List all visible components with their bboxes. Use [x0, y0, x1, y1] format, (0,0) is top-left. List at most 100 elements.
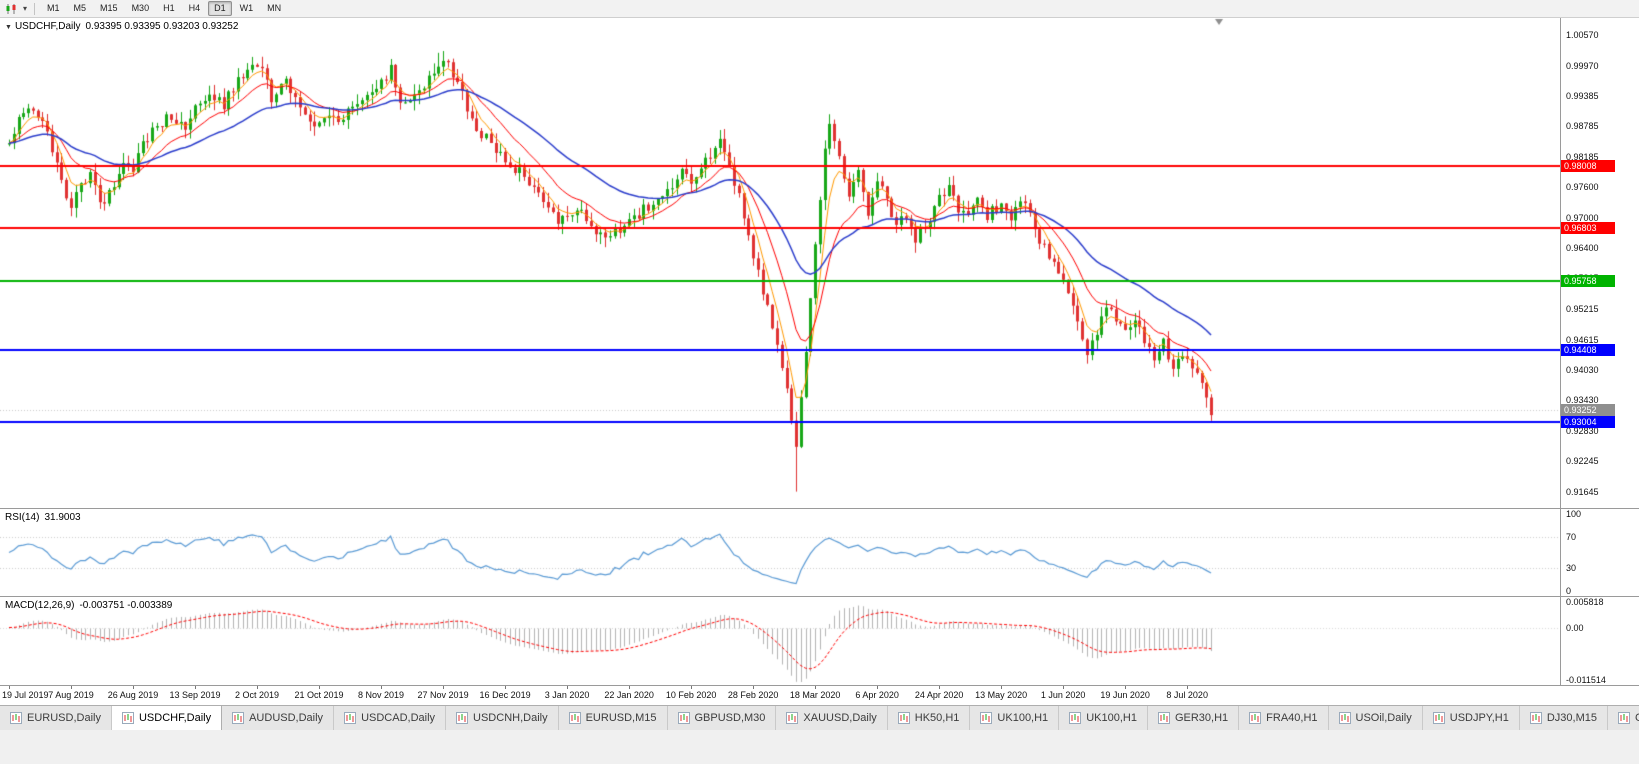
price-tick-label: 0.94615 — [1566, 334, 1599, 345]
chart-tab-hk50-h1[interactable]: HK50,H1 — [887, 706, 971, 730]
chart-tab-audusd-daily[interactable]: AUDUSD,Daily — [222, 706, 335, 730]
chart-tab-fra40-h1[interactable]: FRA40,H1 — [1239, 706, 1329, 730]
date-tick-mark — [753, 686, 754, 689]
mini-chart-icon — [1338, 712, 1351, 724]
date-tick-mark — [443, 686, 444, 689]
chart-type-icon[interactable] — [5, 3, 19, 15]
rsi-axis[interactable]: 100 70 30 0 — [1560, 509, 1639, 596]
symbol-period-text: USDCHF,Daily — [14, 21, 81, 32]
price-tick-label: 1.00570 — [1566, 29, 1599, 40]
hline-price-label: 0.93004 — [1561, 416, 1615, 429]
timeframe-button-h1[interactable]: H1 — [163, 3, 175, 13]
macd-indicator-label: MACD(12,26,9) -0.003751 -0.003389 — [5, 600, 172, 611]
chart-tab-label: DJ30,M15 — [1546, 712, 1597, 724]
date-label: 7 Aug 2019 — [48, 690, 94, 700]
rsi-tick-label: 30 — [1566, 562, 1577, 573]
chart-tab-china300-h4[interactable]: CHINA300,H4 — [1608, 706, 1639, 730]
timeframe-button-m5[interactable]: M5 — [73, 3, 87, 13]
chart-tab-ger30-h1[interactable]: GER30,H1 — [1147, 706, 1240, 730]
timeframe-button-mn[interactable]: MN — [267, 3, 282, 13]
mini-chart-icon — [10, 712, 22, 724]
chart-tab-uk100-h1[interactable]: UK100,H1 — [1059, 706, 1148, 730]
rsi-plot: RSI(14) 31.9003 — [0, 509, 1560, 596]
rsi-tick-label: 70 — [1566, 532, 1577, 543]
macd-tick-label: 0.00 — [1566, 622, 1584, 633]
price-chart-canvas[interactable] — [0, 18, 1560, 508]
current-price-label: 0.93252 — [1561, 403, 1615, 416]
macd-plot: MACD(12,26,9) -0.003751 -0.003389 — [0, 597, 1560, 685]
timeframe-button-m1[interactable]: M1 — [47, 3, 60, 13]
date-tick-mark — [257, 686, 258, 689]
toolbar-separator — [34, 2, 36, 15]
chart-tab-dj30-m15[interactable]: DJ30,M15 — [1519, 706, 1608, 730]
chart-tab-uk100-h1[interactable]: UK100,H1 — [970, 706, 1060, 730]
chart-tab-label: GER30,H1 — [1174, 712, 1229, 724]
date-label: 8 Jul 2020 — [1166, 690, 1208, 700]
date-label: 10 Feb 2020 — [665, 690, 717, 700]
date-tick-mark — [505, 686, 506, 689]
chart-tab-label: CHINA300,H4 — [1635, 712, 1639, 724]
mini-chart-icon — [344, 712, 357, 724]
macd-values: -0.003751 -0.003389 — [79, 600, 173, 611]
date-label: 18 Mar 2020 — [789, 690, 841, 700]
price-tick-label: 0.92830 — [1566, 426, 1599, 437]
timeframe-button-h4[interactable]: H4 — [188, 3, 201, 13]
price-tick-label: 0.98785 — [1566, 121, 1599, 132]
date-tick-mark — [381, 686, 382, 689]
date-axis[interactable]: 19 Jul 2019 7 Aug 2019 26 Aug 2019 13 Sep 2… — [0, 686, 1639, 705]
chart-tab-usdcad-daily[interactable]: USDCAD,Daily — [334, 706, 447, 730]
timeframe-button-d1[interactable]: D1 — [208, 1, 232, 16]
chart-tab-usdjpy-h1[interactable]: USDJPY,H1 — [1422, 706, 1520, 730]
chart-tab-usdchf-daily[interactable]: USDCHF,Daily — [111, 706, 223, 730]
date-tick-mark — [1125, 686, 1126, 689]
chart-tab-eurusd-m15[interactable]: EURUSD,M15 — [558, 706, 668, 730]
date-label: 27 Nov 2019 — [417, 690, 469, 700]
date-tick-mark — [1063, 686, 1064, 689]
date-tick-mark — [629, 686, 630, 689]
price-axis[interactable]: 1.00570 0.99970 0.99385 0.98785 0.98185 0.976… — [1560, 18, 1639, 508]
timeframe-button-m15[interactable]: M15 — [100, 3, 118, 13]
date-tick-mark — [133, 686, 134, 689]
date-tick-mark — [195, 686, 196, 689]
price-tick-label: 0.99970 — [1566, 60, 1599, 71]
ohlc-values: 0.93395 0.93395 0.93203 0.93252 — [85, 21, 239, 32]
timeframe-toolbar: ▾ M1 M5 M15 M30 H1 H4 D1 W1 MN — [0, 0, 1639, 18]
timeframe-button-w1[interactable]: W1 — [239, 3, 254, 13]
caret-down-icon[interactable]: ▾ — [23, 4, 28, 13]
price-tick-label: 0.94030 — [1566, 364, 1599, 375]
chart-tab-eurusd-daily[interactable]: EURUSD,Daily — [0, 706, 112, 730]
chart-tab-usdcnh-daily[interactable]: USDCNH,Daily — [446, 706, 559, 730]
rsi-indicator-label: RSI(14) 31.9003 — [5, 512, 81, 523]
mini-chart-icon — [677, 712, 690, 724]
price-tick-label: 0.95215 — [1566, 304, 1599, 315]
hline-price-label: 0.96803 — [1561, 221, 1615, 234]
chart-tab-label: XAUUSD,Daily — [803, 712, 877, 724]
date-label: 16 Dec 2019 — [479, 690, 531, 700]
chart-tab-label: GBPUSD,M30 — [694, 712, 766, 724]
date-label: 13 May 2020 — [975, 690, 1028, 700]
chart-tab-gbpusd-m30[interactable]: GBPUSD,M30 — [667, 706, 777, 730]
date-tick-mark — [939, 686, 940, 689]
price-tick-label: 0.91645 — [1566, 486, 1599, 497]
date-label: 26 Aug 2019 — [107, 690, 159, 700]
rsi-value: 31.9003 — [44, 512, 81, 523]
chart-tab-label: EURUSD,M15 — [585, 712, 657, 724]
timeframe-button-m30[interactable]: M30 — [131, 3, 150, 13]
chart-tab-label: USDCHF,Daily — [138, 712, 212, 724]
collapse-triangle-icon[interactable]: ▼ — [5, 24, 12, 31]
rsi-canvas[interactable] — [0, 509, 1560, 596]
date-tick-mark — [1187, 686, 1188, 689]
timeframe-buttons: M1 M5 M15 M30 H1 H4 D1 W1 MN — [40, 1, 288, 16]
macd-canvas[interactable] — [0, 597, 1560, 685]
chart-tabbar: EURUSD,Daily USDCHF,Daily AUDUSD,Daily USDC… — [0, 705, 1639, 730]
chart-tab-label: USDCAD,Daily — [361, 712, 436, 724]
hline-price-label: 0.95758 — [1561, 275, 1615, 288]
date-label: 19 Jul 2019 — [2, 690, 49, 700]
mini-chart-icon — [1529, 712, 1542, 724]
mini-chart-icon — [1432, 712, 1445, 724]
mini-chart-icon — [1618, 712, 1630, 724]
chart-tab-usoil-daily[interactable]: USOil,Daily — [1328, 706, 1423, 730]
chart-tab-xauusd-daily[interactable]: XAUUSD,Daily — [776, 706, 888, 730]
macd-axis[interactable]: 0.005818 0.00 -0.011514 — [1560, 597, 1639, 685]
rsi-name: RSI(14) — [5, 512, 40, 523]
